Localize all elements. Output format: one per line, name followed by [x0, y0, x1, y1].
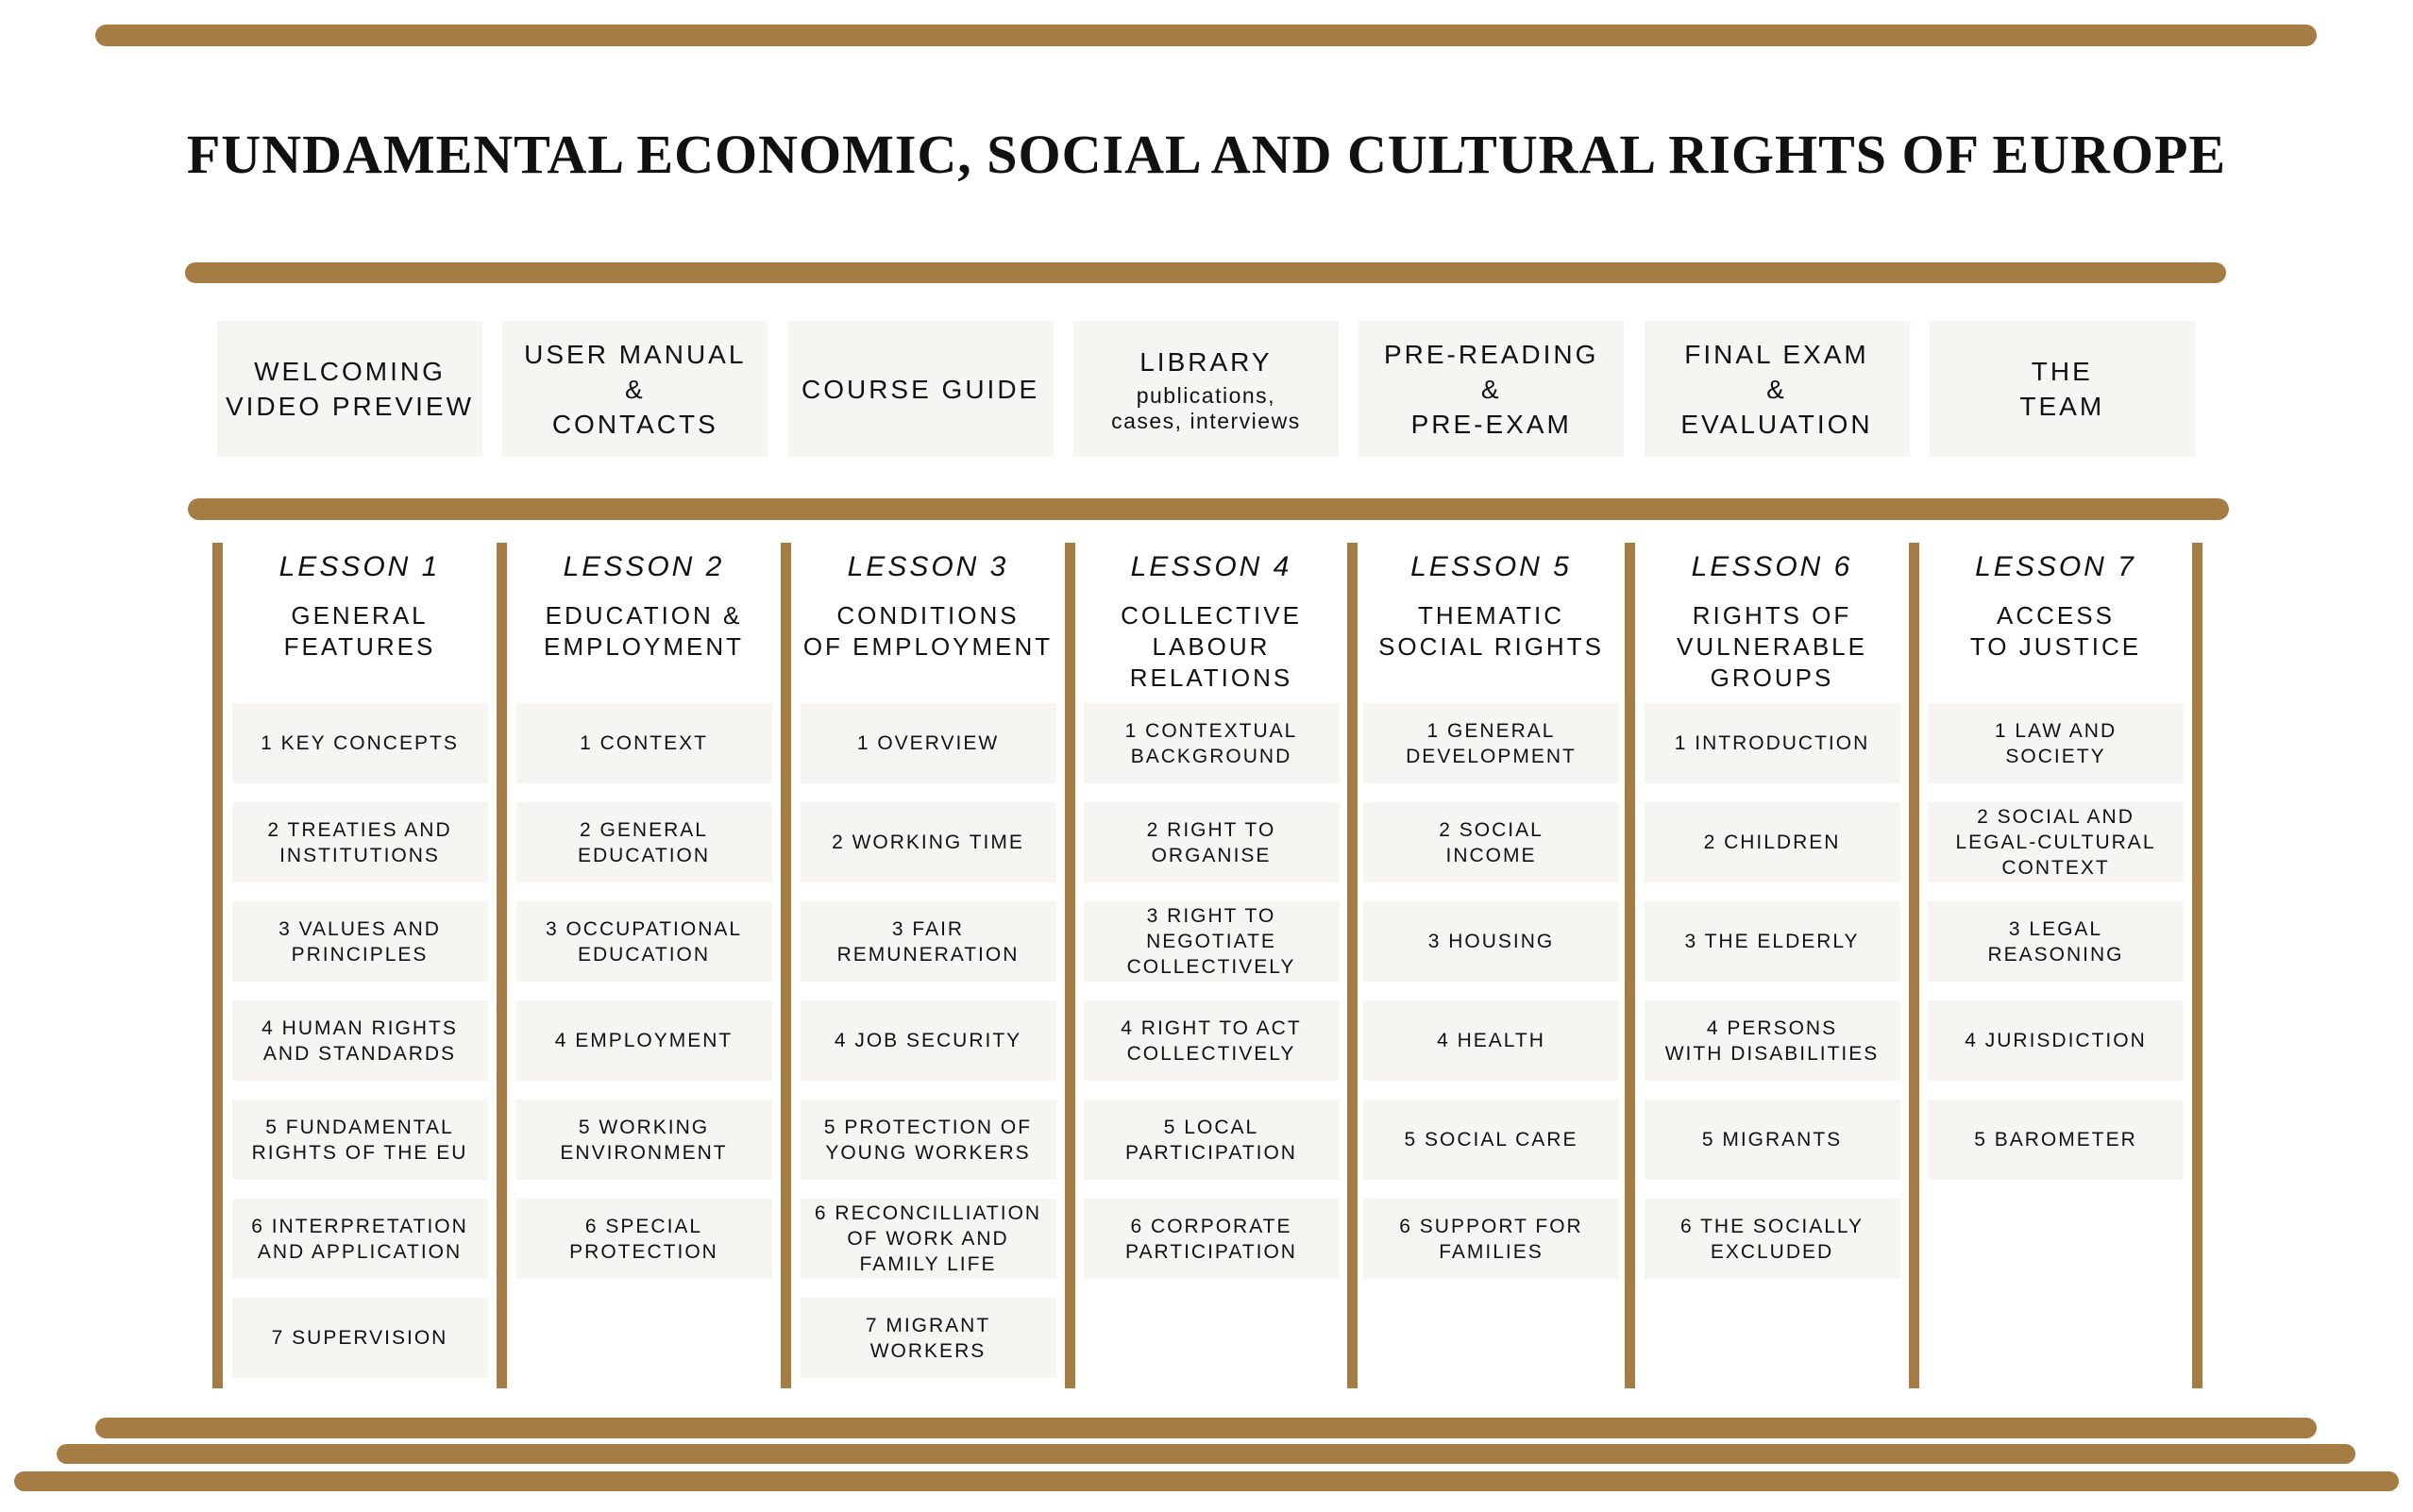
base-step-2: [57, 1444, 2355, 1464]
lesson-heading[interactable]: LESSON 4: [1130, 551, 1292, 582]
lesson-topic-item[interactable]: 3 RIGHT TO NEGOTIATE COLLECTIVELY: [1083, 901, 1340, 982]
lesson-topic-item[interactable]: 4 EMPLOYMENT: [515, 1000, 772, 1081]
menu-button-library[interactable]: LIBRARY publications, cases, interviews: [1072, 321, 1339, 457]
menu-button-final-exam-evaluation[interactable]: FINAL EXAM & EVALUATION: [1644, 321, 1910, 457]
lesson-topic-item[interactable]: 5 FUNDAMENTAL RIGHTS OF THE EU: [231, 1100, 488, 1180]
lesson-heading[interactable]: LESSON 7: [1975, 551, 2136, 582]
page-title: FUNDAMENTAL ECONOMIC, SOCIAL AND CULTURA…: [186, 124, 2227, 185]
base-step-3: [14, 1471, 2399, 1491]
menu-button-label: LIBRARY: [1139, 346, 1273, 377]
top-divider: [95, 25, 2317, 46]
menu-button-user-manual-contacts[interactable]: USER MANUAL & CONTACTS: [502, 321, 768, 457]
lesson-topic-item[interactable]: 4 JURISDICTION: [1928, 1000, 2184, 1081]
lesson-topic-item[interactable]: 6 RECONCILLIATION OF WORK AND FAMILY LIF…: [800, 1199, 1056, 1279]
column-divider: [2192, 543, 2202, 1388]
lesson-topic-item[interactable]: 3 HOUSING: [1363, 901, 1619, 982]
lesson-column-4: LESSON 4 COLLECTIVE LABOUR RELATIONS: [1075, 547, 1347, 694]
column-divider: [212, 543, 223, 1388]
lesson-heading[interactable]: LESSON 1: [278, 551, 441, 582]
lesson-heading[interactable]: LESSON 6: [1691, 551, 1853, 582]
lesson-heading[interactable]: LESSON 3: [847, 551, 1009, 582]
lesson-title[interactable]: CONDITIONS OF EMPLOYMENT: [802, 601, 1054, 661]
lesson-topic-item[interactable]: 1 OVERVIEW: [800, 703, 1056, 783]
lesson-topic-item[interactable]: 3 THE ELDERLY: [1644, 901, 1900, 982]
menu-button-pre-reading-pre-exam[interactable]: PRE-READING & PRE-EXAM: [1358, 321, 1625, 457]
lesson-topic-item[interactable]: 6 SPECIAL PROTECTION: [515, 1199, 772, 1279]
lesson-title[interactable]: GENERAL FEATURES: [283, 601, 436, 661]
lesson-topic-item[interactable]: 4 RIGHT TO ACT COLLECTIVELY: [1083, 1000, 1340, 1081]
lesson-topic-item[interactable]: 1 CONTEXT: [515, 703, 772, 783]
lesson-topic-item[interactable]: 6 SUPPORT FOR FAMILIES: [1363, 1199, 1619, 1279]
base-step-1: [95, 1418, 2317, 1438]
lesson-topic-item[interactable]: 2 RIGHT TO ORGANISE: [1083, 802, 1340, 882]
lesson-topic-item[interactable]: 3 FAIR REMUNERATION: [800, 901, 1056, 982]
lesson-column-2: LESSON 2 EDUCATION & EMPLOYMENT: [507, 547, 781, 663]
menu-button-label: COURSE GUIDE: [801, 374, 1040, 404]
menu-button-the-team[interactable]: THE TEAM: [1929, 321, 2195, 457]
lesson-heading[interactable]: LESSON 5: [1410, 551, 1572, 582]
lesson-topic-item[interactable]: 6 INTERPRETATION AND APPLICATION: [231, 1199, 488, 1279]
lesson-topic-item[interactable]: 5 WORKING ENVIRONMENT: [515, 1100, 772, 1180]
lesson-column-6: LESSON 6 RIGHTS OF VULNERABLE GROUPS: [1635, 547, 1909, 694]
menu-button-course-guide[interactable]: COURSE GUIDE: [787, 321, 1054, 457]
lesson-title[interactable]: EDUCATION & EMPLOYMENT: [543, 601, 745, 661]
lesson-title[interactable]: ACCESS TO JUSTICE: [1969, 601, 2142, 661]
lesson-column-5: LESSON 5 THEMATIC SOCIAL RIGHTS: [1358, 547, 1625, 663]
lesson-topic-item[interactable]: 7 MIGRANT WORKERS: [800, 1298, 1056, 1378]
menu-button-label: WELCOMING VIDEO PREVIEW: [225, 357, 475, 421]
menu-button-label: USER MANUAL & CONTACTS: [524, 339, 747, 439]
lesson-topic-item[interactable]: 5 MIGRANTS: [1644, 1100, 1900, 1180]
lesson-topic-item[interactable]: 5 SOCIAL CARE: [1363, 1100, 1619, 1180]
column-divider: [1065, 543, 1075, 1388]
lesson-topic-item[interactable]: 2 SOCIAL INCOME: [1363, 802, 1619, 882]
menu-button-sublabel: publications, cases, interviews: [1111, 382, 1301, 433]
menu-button-label: FINAL EXAM & EVALUATION: [1680, 339, 1873, 439]
column-divider: [1347, 543, 1358, 1388]
menu-button-label: THE TEAM: [2019, 357, 2105, 421]
menu-button-welcoming-video-preview[interactable]: WELCOMING VIDEO PREVIEW: [217, 321, 482, 457]
lesson-column-3: LESSON 3 CONDITIONS OF EMPLOYMENT: [791, 547, 1065, 663]
column-divider: [497, 543, 507, 1388]
lesson-topic-item[interactable]: 1 CONTEXTUAL BACKGROUND: [1083, 703, 1340, 783]
lesson-topic-item[interactable]: 3 LEGAL REASONING: [1928, 901, 2184, 982]
lesson-title[interactable]: COLLECTIVE LABOUR RELATIONS: [1121, 601, 1302, 692]
lesson-topic-item[interactable]: 3 VALUES AND PRINCIPLES: [231, 901, 488, 982]
lesson-topic-item[interactable]: 4 HEALTH: [1363, 1000, 1619, 1081]
lesson-topic-item[interactable]: 6 CORPORATE PARTICIPATION: [1083, 1199, 1340, 1279]
lesson-title[interactable]: THEMATIC SOCIAL RIGHTS: [1378, 601, 1604, 661]
lesson-topic-item[interactable]: 1 LAW AND SOCIETY: [1928, 703, 2184, 783]
lesson-column-1: LESSON 1 GENERAL FEATURES: [223, 547, 497, 663]
lesson-topic-item[interactable]: 1 GENERAL DEVELOPMENT: [1363, 703, 1619, 783]
lesson-column-7: LESSON 7 ACCESS TO JUSTICE: [1919, 547, 2192, 663]
lesson-topic-item[interactable]: 6 THE SOCIALLY EXCLUDED: [1644, 1199, 1900, 1279]
lesson-topic-item[interactable]: 2 SOCIAL AND LEGAL-CULTURAL CONTEXT: [1928, 802, 2184, 882]
column-divider: [781, 543, 791, 1388]
lesson-topic-item[interactable]: 7 SUPERVISION: [231, 1298, 488, 1378]
lesson-topic-item[interactable]: 4 JOB SECURITY: [800, 1000, 1056, 1081]
lesson-topic-item[interactable]: 4 PERSONS WITH DISABILITIES: [1644, 1000, 1900, 1081]
lesson-topic-item[interactable]: 1 KEY CONCEPTS: [231, 703, 488, 783]
lesson-heading[interactable]: LESSON 2: [563, 551, 725, 582]
lesson-topic-item[interactable]: 3 OCCUPATIONAL EDUCATION: [515, 901, 772, 982]
lesson-topic-item[interactable]: 5 PROTECTION OF YOUNG WORKERS: [800, 1100, 1056, 1180]
divider-above-menu: [185, 262, 2226, 283]
lesson-topic-item[interactable]: 5 BAROMETER: [1928, 1100, 2184, 1180]
lesson-topic-item[interactable]: 2 CHILDREN: [1644, 802, 1900, 882]
column-divider: [1909, 543, 1919, 1388]
lesson-topic-item[interactable]: 2 GENERAL EDUCATION: [515, 802, 772, 882]
lesson-topic-item[interactable]: 2 TREATIES AND INSTITUTIONS: [231, 802, 488, 882]
lesson-topic-item[interactable]: 5 LOCAL PARTICIPATION: [1083, 1100, 1340, 1180]
menu-button-label: PRE-READING & PRE-EXAM: [1383, 339, 1599, 439]
lesson-topic-item[interactable]: 4 HUMAN RIGHTS AND STANDARDS: [231, 1000, 488, 1081]
divider-above-lessons: [188, 498, 2229, 520]
lesson-topic-item[interactable]: 2 WORKING TIME: [800, 802, 1056, 882]
lesson-title[interactable]: RIGHTS OF VULNERABLE GROUPS: [1677, 601, 1867, 692]
lesson-topic-item[interactable]: 1 INTRODUCTION: [1644, 703, 1900, 783]
column-divider: [1625, 543, 1635, 1388]
